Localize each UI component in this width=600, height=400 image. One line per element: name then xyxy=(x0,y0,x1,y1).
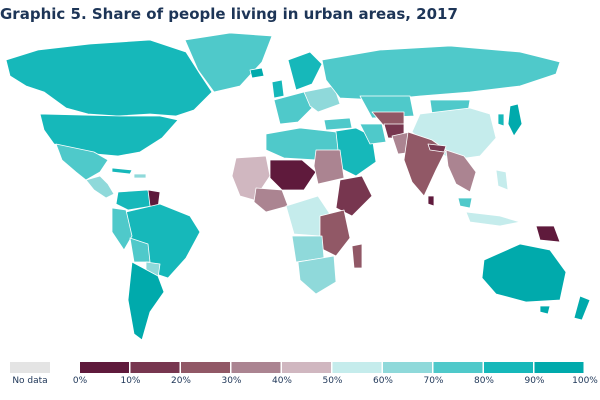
region-bolivia xyxy=(129,237,151,263)
region-eastern-europe xyxy=(303,85,341,113)
region-canada-alaska xyxy=(5,39,213,117)
region-uk xyxy=(271,79,285,99)
legend-tick-label: 20% xyxy=(171,376,191,386)
legend-swatch xyxy=(130,362,180,373)
region-argentina-chile xyxy=(127,261,165,341)
region-iran xyxy=(359,123,387,145)
legend-swatch xyxy=(383,362,432,373)
region-sri-lanka xyxy=(427,195,435,207)
legend-swatch xyxy=(231,362,281,373)
legend-tick-label: 50% xyxy=(322,376,342,386)
region-philippines xyxy=(495,169,509,191)
region-japan xyxy=(507,103,523,137)
region-venezuela xyxy=(115,189,153,211)
region-korea xyxy=(497,113,505,127)
region-russia xyxy=(321,45,561,101)
region-new-zealand xyxy=(573,295,591,321)
region-western-europe xyxy=(273,91,313,125)
region-indonesia xyxy=(465,211,521,227)
region-scandinavia xyxy=(287,51,323,91)
legend-swatch xyxy=(332,362,382,373)
legend-tick-label: 0% xyxy=(73,376,88,386)
legend-tick-label: 70% xyxy=(423,376,443,386)
world-choropleth-map xyxy=(5,32,591,341)
region-mainland-se-asia xyxy=(445,149,477,193)
region-usa xyxy=(39,113,179,157)
region-peru xyxy=(111,207,133,251)
legend-tick-label: 40% xyxy=(272,376,292,386)
legend-tick-label: 30% xyxy=(221,376,241,386)
region-haiti xyxy=(133,173,147,179)
region-nigeria-ghana xyxy=(253,187,289,213)
legend-tick-label: 10% xyxy=(120,376,140,386)
legend-label-no-data: No data xyxy=(12,376,47,386)
region-papua-new-guinea xyxy=(535,225,561,243)
region-tasmania xyxy=(539,305,551,315)
region-mexico xyxy=(55,143,109,181)
region-cuba xyxy=(111,167,133,175)
map-legend: No data 0% 10% 20% 30% 40% 50% 60% 70% 80% 90% 100% xyxy=(10,362,598,386)
region-nepal xyxy=(427,143,447,153)
region-central-america xyxy=(85,175,115,199)
region-east-africa xyxy=(319,209,351,257)
region-southern-africa xyxy=(297,255,337,295)
region-madagascar xyxy=(351,243,363,269)
legend-tick-label: 60% xyxy=(373,376,393,386)
legend-tick-label: 80% xyxy=(474,376,494,386)
region-egypt-sudan xyxy=(313,149,345,185)
region-ethiopia-horn xyxy=(335,175,373,217)
legend-swatch xyxy=(534,362,584,373)
legend-swatch xyxy=(433,362,483,373)
region-turkey xyxy=(323,117,353,131)
legend-swatch-no-data xyxy=(10,362,50,373)
legend-tick-label: 100% xyxy=(572,376,598,386)
legend-tick-label: 90% xyxy=(524,376,544,386)
legend-swatch xyxy=(181,362,230,373)
region-sahel xyxy=(269,159,317,191)
region-iceland xyxy=(249,67,265,79)
legend-swatch xyxy=(282,362,331,373)
region-australia xyxy=(481,243,567,303)
map-title: Graphic 5. Share of people living in urb… xyxy=(0,5,458,23)
region-malaysia xyxy=(457,197,473,209)
legend-swatch xyxy=(80,362,129,373)
legend-swatch xyxy=(484,362,533,373)
